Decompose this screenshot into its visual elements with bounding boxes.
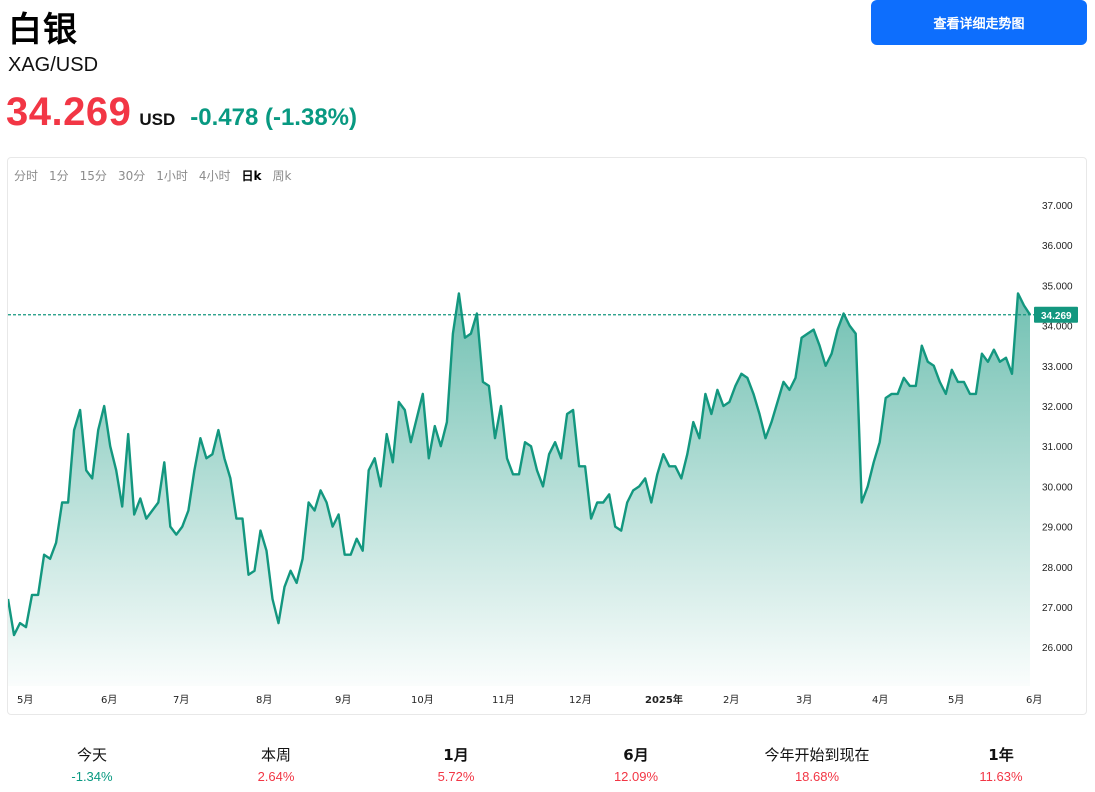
y-tick-label: 31.000 bbox=[1042, 442, 1073, 453]
stat-label: 今年开始到现在 bbox=[764, 746, 870, 764]
stat-label: 1年 bbox=[988, 746, 1014, 764]
current-price-badge bbox=[1034, 306, 1078, 323]
stat-label: 6月 bbox=[623, 746, 649, 764]
price-line bbox=[8, 292, 1032, 637]
y-tick-label: 26.000 bbox=[1042, 643, 1073, 654]
x-tick-label: 6月 bbox=[101, 694, 117, 706]
x-tick-label: 2025年 bbox=[645, 693, 683, 706]
y-tick-label: 33.000 bbox=[1042, 362, 1073, 373]
timeframe-tabs: 分时 1分 15分 30分 1小时 4小时 日k 周k bbox=[14, 168, 291, 184]
x-tick-label: 11月 bbox=[492, 694, 515, 706]
x-tick-label: 9月 bbox=[335, 694, 351, 706]
x-tick-label: 10月 bbox=[411, 694, 434, 706]
tab-1hour[interactable]: 1小时 bbox=[156, 169, 188, 183]
x-tick-label: 5月 bbox=[17, 694, 33, 706]
tab-15min[interactable]: 15分 bbox=[79, 169, 107, 183]
y-tick-label: 34.000 bbox=[1042, 322, 1073, 333]
tab-daily[interactable]: 日k bbox=[241, 169, 262, 183]
price-chart[interactable]: 37.000 36.000 35.000 34.000 33.000 32.000 31.0… bbox=[8, 158, 1088, 716]
stat-1month: 1月 5.72% bbox=[371, 745, 541, 784]
x-tick-label: 5月 bbox=[948, 694, 964, 706]
x-tick-label: 4月 bbox=[872, 694, 888, 706]
stat-label: 今天 bbox=[76, 746, 107, 764]
view-detail-chart-button[interactable]: 查看详细走势图 bbox=[871, 0, 1087, 45]
y-tick-label: 27.000 bbox=[1042, 603, 1073, 614]
x-tick-label: 6月 bbox=[1026, 694, 1042, 706]
stat-1year: 1年 11.63% bbox=[916, 745, 1086, 784]
y-tick-label: 37.000 bbox=[1042, 201, 1073, 212]
page-title: 白银 bbox=[8, 10, 78, 50]
symbol-label: XAG/USD bbox=[8, 54, 99, 76]
x-tick-label: 7月 bbox=[173, 694, 189, 706]
stat-label: 本周 bbox=[260, 746, 291, 764]
stat-value: 18.68% bbox=[794, 769, 840, 784]
y-tick-label: 30.000 bbox=[1042, 482, 1073, 493]
stat-value: 5.72% bbox=[437, 769, 475, 784]
x-tick-label: 2月 bbox=[723, 694, 739, 706]
stat-label: 1月 bbox=[443, 746, 469, 764]
price-change: -0.478 (-1.38%) bbox=[190, 104, 357, 131]
y-tick-label: 36.000 bbox=[1042, 241, 1073, 252]
y-tick-label: 32.000 bbox=[1042, 402, 1073, 413]
y-tick-label: 28.000 bbox=[1042, 563, 1073, 574]
current-price-label: 34.269 bbox=[1041, 311, 1072, 322]
performance-stats: 今天 -1.34% 本周 2.64% 1月 5.72% 6月 12.09% 今年… bbox=[0, 745, 1095, 790]
price-row: 34.269 USD -0.478 (-1.38%) bbox=[6, 90, 357, 138]
current-price: 34.269 bbox=[6, 90, 132, 134]
currency-label: USD bbox=[139, 110, 176, 129]
stat-value: 2.64% bbox=[257, 769, 295, 784]
chart-panel: 分时 1分 15分 30分 1小时 4小时 日k 周k 37.000 36.000… bbox=[7, 157, 1087, 715]
tab-4hour[interactable]: 4小时 bbox=[198, 169, 231, 183]
stat-value: 12.09% bbox=[613, 769, 659, 784]
tab-timeline[interactable]: 分时 bbox=[14, 169, 39, 183]
stat-week: 本周 2.64% bbox=[191, 745, 361, 784]
tab-30min[interactable]: 30分 bbox=[117, 169, 146, 183]
stat-today: 今天 -1.34% bbox=[7, 745, 177, 784]
stat-value: -1.34% bbox=[71, 769, 113, 784]
tab-1min[interactable]: 1分 bbox=[49, 169, 69, 183]
stat-value: 11.63% bbox=[979, 769, 1023, 784]
x-tick-label: 8月 bbox=[256, 694, 272, 706]
tab-weekly[interactable]: 周k bbox=[272, 169, 292, 183]
stat-6month: 6月 12.09% bbox=[551, 745, 721, 784]
y-tick-label: 35.000 bbox=[1042, 281, 1073, 292]
x-tick-label: 12月 bbox=[569, 694, 592, 706]
x-tick-label: 3月 bbox=[796, 694, 812, 706]
y-tick-label: 29.000 bbox=[1042, 523, 1073, 534]
area-fill bbox=[8, 293, 1030, 686]
stat-ytd: 今年开始到现在 18.68% bbox=[732, 745, 902, 784]
